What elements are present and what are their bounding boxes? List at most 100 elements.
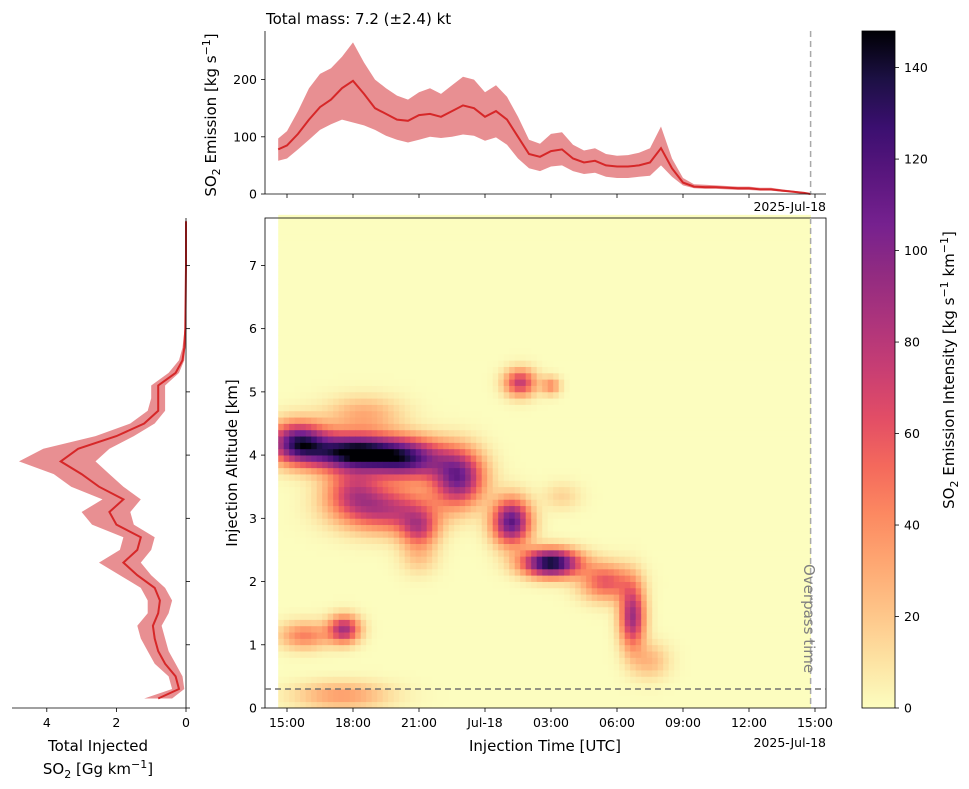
- heatmap-cell: [520, 537, 527, 545]
- heatmap-cell: [289, 581, 296, 589]
- heatmap-cell: [327, 467, 334, 475]
- heatmap-cell: [421, 284, 428, 292]
- heatmap-cell: [421, 587, 428, 595]
- heatmap-cell: [448, 581, 455, 589]
- heatmap-cell: [382, 366, 389, 374]
- heatmap-cell: [503, 474, 510, 481]
- heatmap-cell: [344, 638, 351, 646]
- heatmap-cell: [421, 316, 428, 323]
- heatmap-cell: [520, 221, 527, 228]
- heatmap-cell: [481, 252, 488, 260]
- heatmap-cell: [399, 474, 406, 481]
- heatmap-cell: [459, 606, 466, 614]
- heatmap-cell: [322, 284, 329, 292]
- heatmap-cell: [432, 499, 439, 507]
- heatmap-cell: [344, 480, 351, 488]
- heatmap-cell: [283, 233, 290, 241]
- heatmap-cell: [316, 341, 323, 349]
- heatmap-cell: [569, 575, 576, 582]
- heatmap-cell: [547, 676, 554, 684]
- heatmap-cell: [525, 499, 532, 507]
- heatmap-cell: [580, 410, 587, 418]
- heatmap-cell: [602, 682, 609, 690]
- heatmap-cell: [498, 391, 505, 399]
- heatmap-cell: [327, 372, 334, 380]
- heatmap-cell: [393, 278, 400, 285]
- heatmap-cell: [421, 259, 428, 266]
- heatmap-cell: [426, 448, 433, 456]
- heatmap-cell: [421, 347, 428, 355]
- heatmap-cell: [454, 404, 461, 412]
- heatmap-cell: [459, 619, 466, 627]
- heatmap-cell: [283, 398, 290, 405]
- heatmap-cell: [492, 638, 499, 646]
- heatmap-cell: [586, 461, 593, 469]
- heatmap-cell: [591, 682, 598, 690]
- heatmap-cell: [492, 518, 499, 526]
- heatmap-cell: [377, 537, 384, 545]
- heatmap-cell: [426, 347, 433, 355]
- heatmap-cell: [322, 404, 329, 412]
- heatmap-cell: [410, 524, 417, 532]
- heatmap-cell: [575, 353, 582, 361]
- heatmap-cell: [311, 290, 318, 298]
- heatmap-cell: [432, 252, 439, 260]
- heatmap-cell: [283, 505, 290, 513]
- heatmap-cell: [558, 404, 565, 412]
- heatmap-cell: [399, 644, 406, 652]
- heatmap-cell: [547, 689, 554, 696]
- heatmap-cell: [437, 360, 444, 367]
- heatmap-cell: [547, 619, 554, 627]
- heatmap-cell: [509, 632, 516, 639]
- heatmap-cell: [520, 353, 527, 361]
- heatmap-cell: [619, 297, 626, 304]
- heatmap-cell: [575, 303, 582, 311]
- heatmap-cell: [597, 328, 604, 336]
- heatmap-cell: [421, 512, 428, 519]
- heatmap-cell: [591, 429, 598, 437]
- heatmap-cell: [613, 568, 620, 576]
- heatmap-cell: [470, 221, 477, 228]
- heatmap-cell: [388, 448, 395, 456]
- heatmap-cell: [377, 625, 384, 633]
- heatmap-cell: [487, 436, 494, 443]
- heatmap-cell: [470, 537, 477, 545]
- heatmap-cell: [619, 543, 626, 551]
- heatmap-cell: [597, 240, 604, 247]
- heatmap-cell: [509, 594, 516, 601]
- heatmap-cell: [459, 246, 466, 254]
- heatmap-cell: [316, 410, 323, 418]
- heatmap-cell: [536, 227, 543, 235]
- heatmap-cell: [432, 689, 439, 696]
- heatmap-cell: [349, 442, 356, 450]
- heatmap-cell: [322, 480, 329, 488]
- heatmap-cell: [586, 360, 593, 367]
- heatmap-cell: [415, 360, 422, 367]
- heatmap-cell: [514, 366, 521, 374]
- heatmap-cell: [421, 429, 428, 437]
- heatmap-cell: [547, 429, 554, 437]
- heatmap-cell: [300, 467, 307, 475]
- heatmap-cell: [619, 651, 626, 658]
- heatmap-cell: [520, 259, 527, 266]
- heatmap-cell: [371, 265, 378, 273]
- heatmap-cell: [470, 682, 477, 690]
- heatmap-cell: [586, 556, 593, 563]
- heatmap-cell: [624, 467, 631, 475]
- heatmap-cell: [569, 512, 576, 519]
- heatmap-cell: [520, 328, 527, 336]
- heatmap-cell: [437, 600, 444, 608]
- heatmap-cell: [503, 436, 510, 443]
- heatmap-cell: [294, 259, 301, 266]
- heatmap-cell: [300, 530, 307, 538]
- heatmap-cell: [294, 404, 301, 412]
- heatmap-cell: [437, 227, 444, 235]
- heatmap-cell: [580, 512, 587, 519]
- heatmap-cell: [382, 316, 389, 323]
- heatmap-cell: [388, 486, 395, 494]
- heatmap-cell: [520, 379, 527, 386]
- heatmap-cell: [421, 372, 428, 380]
- heatmap-cell: [465, 309, 472, 317]
- heatmap-cell: [569, 410, 576, 418]
